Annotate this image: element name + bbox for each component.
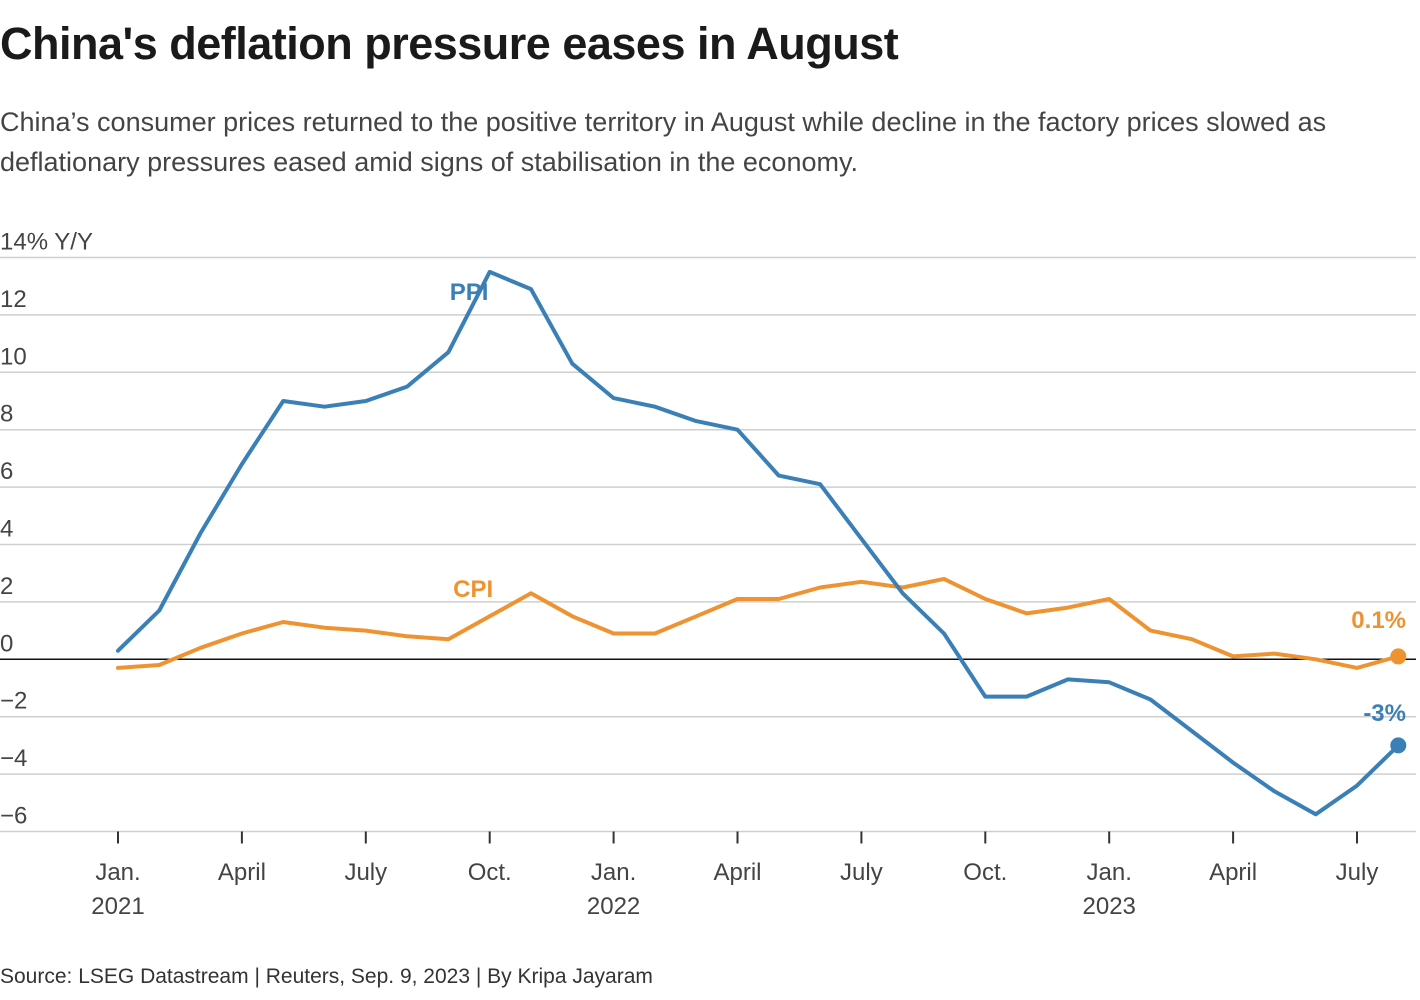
y-tick-label: 8 xyxy=(0,401,13,428)
y-tick-label: 12 xyxy=(0,286,27,313)
x-tick-label: Jan. xyxy=(95,859,140,886)
x-tick-year: 2023 xyxy=(1083,893,1136,920)
chart-title: China's deflation pressure eases in Augu… xyxy=(0,18,899,69)
x-tick-label: Jan. xyxy=(1087,859,1132,886)
cpi-end-value: 0.1% xyxy=(1351,607,1406,634)
y-tick-label: −2 xyxy=(0,688,27,715)
gridlines xyxy=(0,256,1416,833)
cpi-end-dot xyxy=(1390,648,1407,665)
x-tick-label: July xyxy=(1336,859,1379,886)
ppi-series-label: PPI xyxy=(450,279,489,306)
x-tick-label: July xyxy=(840,859,883,886)
y-tick-label: −4 xyxy=(0,745,27,772)
source-note: Source: LSEG Datastream | Reuters, Sep. … xyxy=(0,965,653,988)
series-labels: CPI 0.1% PPI -3% xyxy=(450,279,1406,727)
x-tick-label: April xyxy=(1209,859,1257,886)
x-tick-label: Oct. xyxy=(468,859,512,886)
x-tick-label: July xyxy=(344,859,387,886)
x-tick-year: 2021 xyxy=(91,893,144,920)
x-axis: Jan. 2021 April July Oct. Jan. 2022 April July Oc… xyxy=(91,831,1379,920)
y-tick-label: 0 xyxy=(0,630,13,657)
y-tick-label: 6 xyxy=(0,458,13,485)
x-tick-year: 2022 xyxy=(587,893,640,920)
series-lines xyxy=(116,269,1407,817)
ppi-end-dot xyxy=(1390,737,1407,754)
x-tick-label: April xyxy=(713,859,761,886)
x-tick-label: April xyxy=(218,859,266,886)
cpi-series-label: CPI xyxy=(453,576,493,603)
y-tick-label: 2 xyxy=(0,573,13,600)
y-tick-label: 4 xyxy=(0,516,13,543)
chart-subtitle: China’s consumer prices returned to the … xyxy=(0,107,1327,177)
y-tick-label: 14% Y/Y xyxy=(0,229,93,256)
ppi-line xyxy=(116,269,1401,817)
cpi-line xyxy=(116,576,1401,670)
y-tick-label: 10 xyxy=(0,343,27,370)
y-tick-label: −6 xyxy=(0,803,27,830)
x-tick-label: Jan. xyxy=(591,859,636,886)
x-tick-label: Oct. xyxy=(963,859,1007,886)
ppi-end-value: -3% xyxy=(1363,700,1406,727)
y-axis-labels: 14% Y/Y 12 10 8 6 4 2 0 −2 −4 −6 xyxy=(0,229,93,830)
